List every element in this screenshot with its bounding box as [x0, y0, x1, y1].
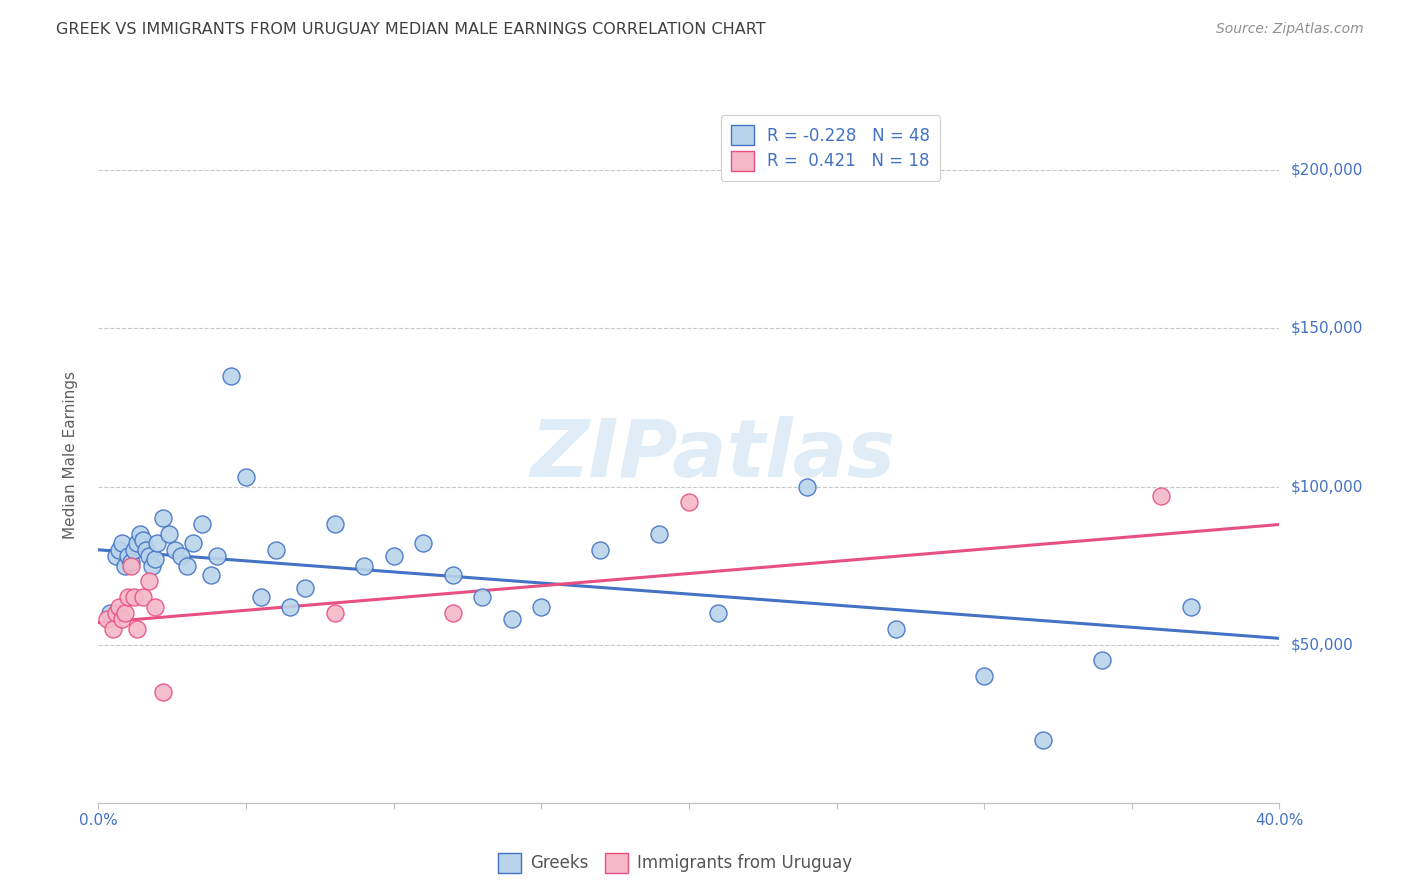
- Point: [117, 549, 139, 563]
- Point: [152, 685, 174, 699]
- Point: [105, 606, 128, 620]
- Point: [441, 568, 464, 582]
- Point: [105, 549, 128, 563]
- Point: [235, 470, 257, 484]
- Point: [125, 536, 148, 550]
- Point: [117, 591, 139, 605]
- Point: [323, 517, 346, 532]
- Point: [143, 552, 166, 566]
- Point: [108, 599, 131, 614]
- Point: [278, 599, 302, 614]
- Point: [323, 606, 346, 620]
- Point: [1180, 599, 1202, 614]
- Point: [108, 542, 131, 557]
- Point: [191, 517, 214, 532]
- Point: [143, 599, 166, 614]
- Point: [170, 549, 193, 563]
- Point: [125, 622, 148, 636]
- Point: [114, 606, 136, 620]
- Legend: Greeks, Immigrants from Uruguay: Greeks, Immigrants from Uruguay: [492, 847, 858, 880]
- Point: [294, 581, 316, 595]
- Point: [98, 606, 121, 620]
- Point: [471, 591, 494, 605]
- Point: [707, 606, 730, 620]
- Point: [589, 542, 612, 557]
- Point: [264, 542, 287, 557]
- Legend: R = -0.228   N = 48, R =  0.421   N = 18: R = -0.228 N = 48, R = 0.421 N = 18: [721, 115, 941, 180]
- Point: [120, 558, 142, 573]
- Point: [103, 622, 125, 636]
- Point: [176, 558, 198, 573]
- Point: [678, 495, 700, 509]
- Text: $50,000: $50,000: [1291, 637, 1354, 652]
- Point: [412, 536, 434, 550]
- Point: [382, 549, 405, 563]
- Point: [111, 536, 134, 550]
- Point: [501, 612, 523, 626]
- Point: [200, 568, 222, 582]
- Point: [122, 591, 145, 605]
- Point: [648, 527, 671, 541]
- Point: [157, 527, 180, 541]
- Point: [219, 368, 242, 383]
- Point: [530, 599, 553, 614]
- Point: [353, 558, 375, 573]
- Point: [114, 558, 136, 573]
- Point: [120, 556, 142, 570]
- Point: [1091, 653, 1114, 667]
- Text: Source: ZipAtlas.com: Source: ZipAtlas.com: [1216, 22, 1364, 37]
- Text: $200,000: $200,000: [1291, 163, 1362, 178]
- Point: [181, 536, 204, 550]
- Y-axis label: Median Male Earnings: Median Male Earnings: [63, 371, 77, 539]
- Text: GREEK VS IMMIGRANTS FROM URUGUAY MEDIAN MALE EARNINGS CORRELATION CHART: GREEK VS IMMIGRANTS FROM URUGUAY MEDIAN …: [56, 22, 766, 37]
- Point: [122, 542, 145, 557]
- Point: [128, 527, 150, 541]
- Text: $150,000: $150,000: [1291, 321, 1362, 336]
- Point: [1032, 732, 1054, 747]
- Point: [138, 574, 160, 589]
- Point: [111, 612, 134, 626]
- Point: [132, 533, 155, 548]
- Point: [141, 558, 163, 573]
- Point: [132, 591, 155, 605]
- Point: [165, 542, 187, 557]
- Point: [1150, 489, 1173, 503]
- Text: ZIPatlas: ZIPatlas: [530, 416, 896, 494]
- Point: [441, 606, 464, 620]
- Point: [152, 511, 174, 525]
- Point: [205, 549, 228, 563]
- Point: [146, 536, 169, 550]
- Point: [973, 669, 995, 683]
- Point: [135, 542, 157, 557]
- Point: [250, 591, 273, 605]
- Point: [138, 549, 160, 563]
- Point: [884, 622, 907, 636]
- Text: $100,000: $100,000: [1291, 479, 1362, 494]
- Point: [96, 612, 118, 626]
- Point: [796, 479, 818, 493]
